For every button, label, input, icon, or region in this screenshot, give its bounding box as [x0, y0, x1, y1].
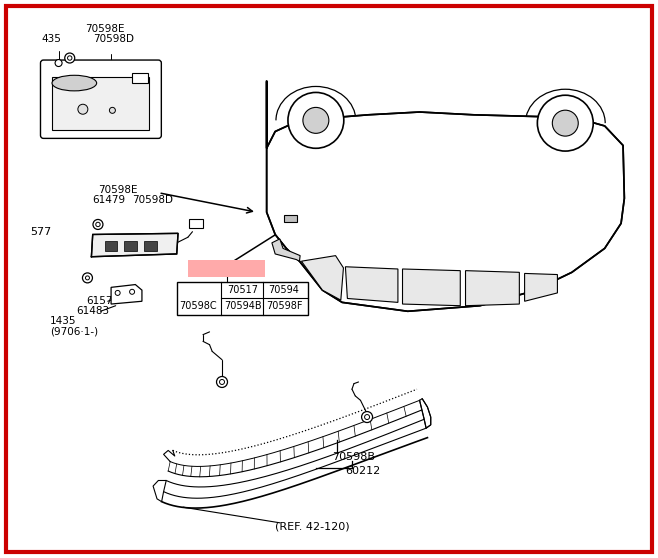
Circle shape — [109, 107, 115, 113]
Circle shape — [288, 93, 343, 148]
Polygon shape — [266, 81, 624, 311]
Text: (REF. 42-120): (REF. 42-120) — [275, 522, 350, 532]
Polygon shape — [111, 285, 142, 304]
Polygon shape — [91, 233, 178, 257]
Polygon shape — [465, 271, 519, 306]
Text: 70504: 70504 — [209, 263, 244, 273]
Circle shape — [68, 56, 72, 60]
Bar — [52, 77, 149, 130]
Bar — [188, 259, 265, 277]
Circle shape — [365, 415, 370, 420]
Polygon shape — [272, 239, 300, 261]
Text: 70594B: 70594B — [224, 301, 262, 311]
Text: 70598E: 70598E — [85, 23, 124, 33]
Circle shape — [78, 104, 88, 114]
Bar — [105, 240, 118, 251]
Circle shape — [303, 107, 329, 133]
Bar — [124, 240, 136, 251]
Polygon shape — [403, 269, 461, 306]
Circle shape — [55, 60, 62, 66]
Text: 70598E: 70598E — [98, 185, 138, 195]
Text: 61479: 61479 — [93, 195, 126, 205]
Text: 70517: 70517 — [227, 285, 258, 295]
Circle shape — [64, 53, 75, 63]
Text: 61577: 61577 — [86, 296, 119, 306]
Circle shape — [538, 95, 594, 151]
Polygon shape — [284, 215, 297, 222]
FancyBboxPatch shape — [41, 60, 161, 138]
Circle shape — [86, 276, 89, 280]
Circle shape — [216, 377, 228, 387]
Circle shape — [115, 290, 120, 295]
Bar — [189, 219, 203, 228]
Polygon shape — [345, 267, 398, 302]
Circle shape — [220, 379, 224, 384]
Text: 70594: 70594 — [268, 285, 299, 295]
Text: (9706·1-): (9706·1-) — [50, 327, 98, 337]
Text: 70598F: 70598F — [266, 301, 303, 311]
Circle shape — [552, 110, 578, 136]
Text: 60212: 60212 — [345, 466, 381, 476]
Text: 70598C: 70598C — [180, 301, 217, 311]
Text: 70598D: 70598D — [93, 33, 134, 44]
Circle shape — [82, 273, 92, 283]
Bar — [132, 73, 148, 83]
Bar — [177, 282, 308, 315]
Text: 70598D: 70598D — [132, 195, 173, 205]
Circle shape — [130, 289, 135, 294]
Text: 577: 577 — [30, 227, 51, 237]
Circle shape — [362, 412, 372, 422]
Text: 1435: 1435 — [50, 316, 76, 326]
Text: 61483: 61483 — [76, 306, 109, 316]
Circle shape — [93, 219, 103, 229]
Polygon shape — [153, 480, 166, 502]
Polygon shape — [524, 273, 557, 301]
Text: 61479: 61479 — [66, 113, 99, 123]
Ellipse shape — [52, 75, 97, 91]
Bar — [144, 240, 157, 251]
Circle shape — [96, 222, 100, 227]
Text: 435: 435 — [41, 33, 61, 44]
Polygon shape — [420, 398, 431, 428]
Text: 70598B: 70598B — [332, 452, 375, 462]
Polygon shape — [301, 256, 343, 300]
